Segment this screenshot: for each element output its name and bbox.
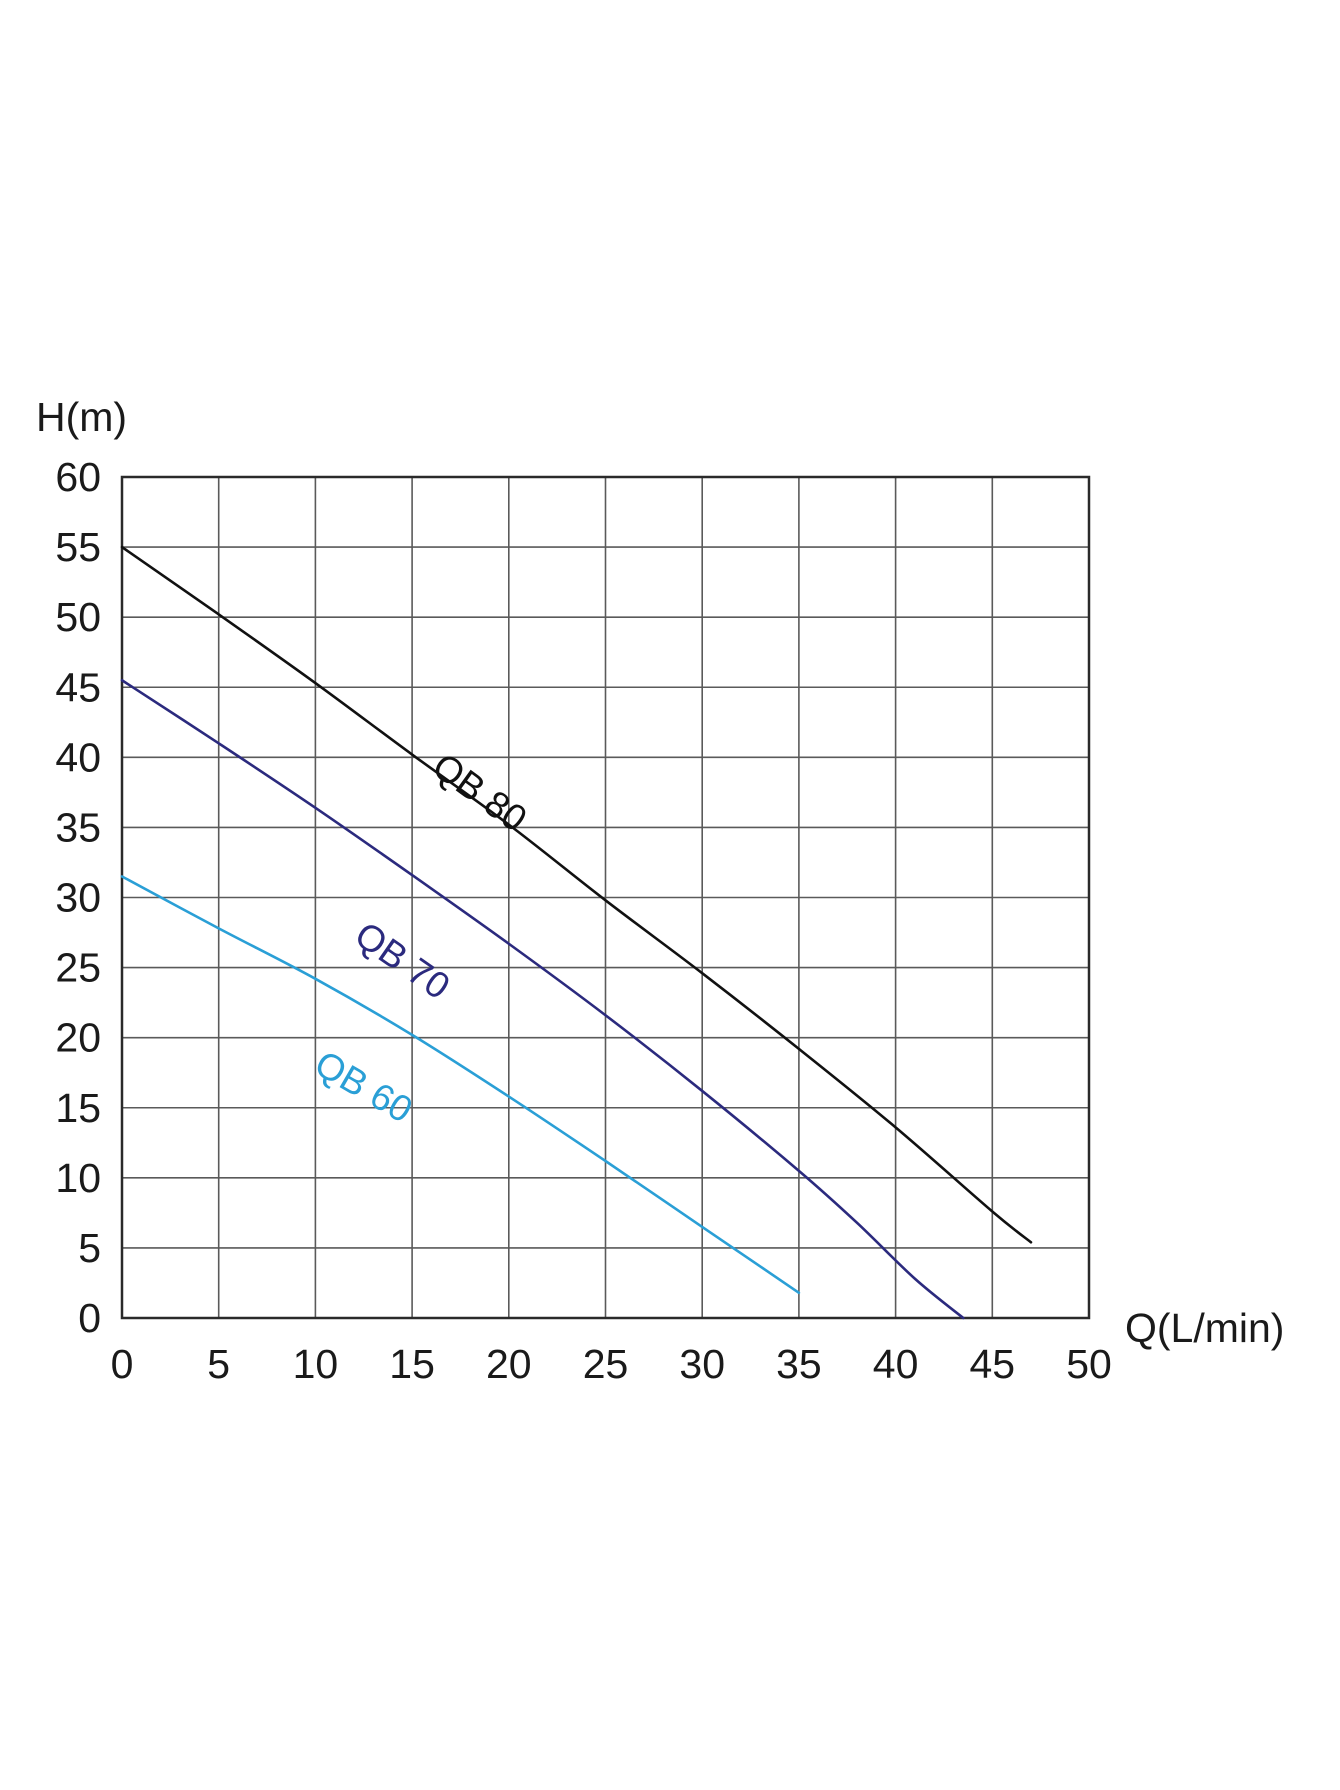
x-tick-label: 15 bbox=[389, 1341, 435, 1387]
y-tick-label: 45 bbox=[55, 664, 101, 710]
y-tick-label: 50 bbox=[55, 594, 101, 640]
x-tick-label: 30 bbox=[679, 1341, 725, 1387]
plot-frame bbox=[120, 475, 1091, 1320]
y-tick-label: 15 bbox=[55, 1085, 101, 1131]
series-line-qb-80 bbox=[120, 545, 1033, 1244]
y-tick-label: 30 bbox=[55, 875, 101, 921]
y-tick-label: 5 bbox=[78, 1225, 101, 1271]
x-tick-label: 35 bbox=[776, 1341, 822, 1387]
x-tick-label: 0 bbox=[111, 1341, 134, 1387]
y-tick-label: 20 bbox=[55, 1015, 101, 1061]
series-line-qb-70 bbox=[120, 678, 965, 1320]
y-axis-label: H(m) bbox=[36, 394, 127, 440]
y-tick-label: 35 bbox=[55, 804, 101, 850]
series-lines bbox=[120, 545, 1033, 1320]
x-tick-label: 5 bbox=[207, 1341, 230, 1387]
tick-labels: 0 5 10 15 20 25 30 35 40 45 50 0 5 10 15 20 25 30 35 40 45 50… bbox=[55, 454, 1111, 1387]
x-tick-label: 40 bbox=[873, 1341, 919, 1387]
x-tick-label: 10 bbox=[293, 1341, 339, 1387]
y-tick-label: 40 bbox=[55, 734, 101, 780]
x-tick-label: 25 bbox=[583, 1341, 629, 1387]
x-tick-label: 20 bbox=[486, 1341, 532, 1387]
y-tick-label: 55 bbox=[55, 524, 101, 570]
y-tick-label: 10 bbox=[55, 1155, 101, 1201]
x-tick-label: 50 bbox=[1066, 1341, 1112, 1387]
series-line-qb-60 bbox=[120, 875, 801, 1295]
y-tick-label: 25 bbox=[55, 945, 101, 991]
y-tick-label: 0 bbox=[78, 1295, 101, 1341]
x-tick-label: 45 bbox=[969, 1341, 1015, 1387]
x-axis-label: Q(L/min) bbox=[1125, 1305, 1284, 1351]
y-tick-label: 60 bbox=[55, 454, 101, 500]
